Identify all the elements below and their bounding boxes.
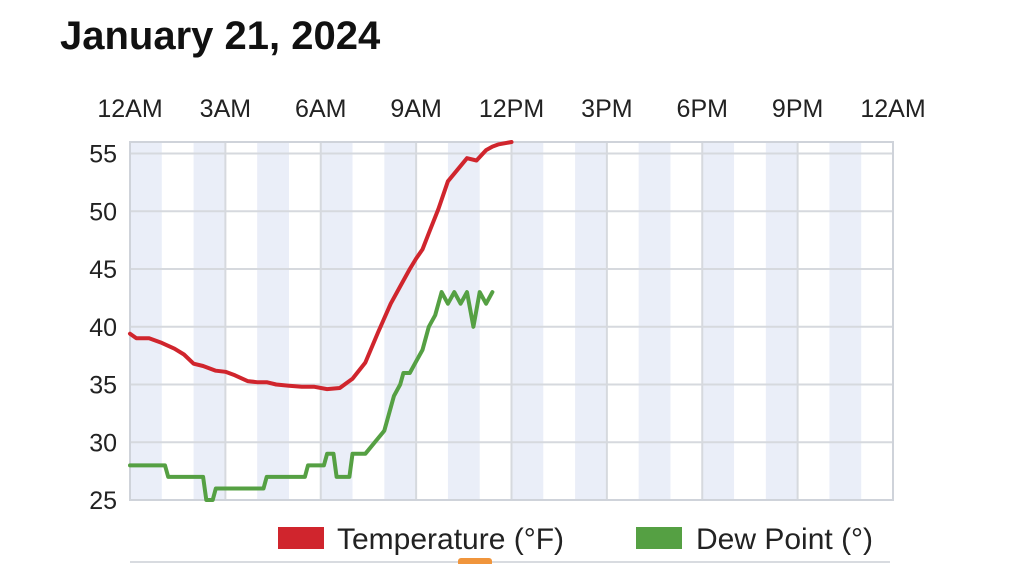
y-tick-label: 45 xyxy=(89,256,117,284)
x-tick-label: 3AM xyxy=(200,95,251,123)
alternating-bands xyxy=(130,142,862,500)
hour-band xyxy=(575,142,607,500)
x-tick-label: 12AM xyxy=(97,95,162,123)
hour-band xyxy=(130,142,162,500)
legend-label-dew-point: Dew Point (°) xyxy=(696,523,873,556)
y-tick-label: 25 xyxy=(89,487,117,515)
y-tick-label: 40 xyxy=(89,314,117,342)
hour-band xyxy=(384,142,417,500)
dew-point-line xyxy=(128,290,495,502)
y-tick-label: 30 xyxy=(89,429,117,457)
legend: Temperature (°F) Dew Point (°) xyxy=(278,523,873,556)
scroll-handle[interactable] xyxy=(458,558,492,564)
hour-band xyxy=(765,142,798,500)
hour-band xyxy=(829,142,862,500)
x-tick-label: 6AM xyxy=(295,95,346,123)
y-axis-ticks: 25 30 35 40 45 50 55 xyxy=(89,141,117,515)
hour-band xyxy=(257,142,289,500)
y-tick-label: 55 xyxy=(89,141,117,169)
hour-band xyxy=(511,142,544,500)
legend-swatch-dew-point xyxy=(636,527,682,549)
hour-band xyxy=(193,142,226,500)
x-tick-label: 12PM xyxy=(479,95,544,123)
temperature-line xyxy=(128,140,514,392)
x-tick-label: 6PM xyxy=(677,95,728,123)
hour-band xyxy=(638,142,671,500)
hour-band xyxy=(702,142,735,500)
y-tick-label: 35 xyxy=(89,372,117,400)
x-axis-ticks: 12AM 3AM 6AM 9AM 12PM 3PM 6PM 9PM 12AM xyxy=(97,95,925,123)
legend-swatch-temperature xyxy=(278,527,324,549)
x-tick-label: 9PM xyxy=(772,95,823,123)
chart-title: January 21, 2024 xyxy=(60,14,381,58)
hour-band xyxy=(320,142,353,500)
x-tick-label: 3PM xyxy=(581,95,632,123)
legend-label-temperature: Temperature (°F) xyxy=(337,523,564,556)
x-tick-label: 12AM xyxy=(860,95,925,123)
series-lines xyxy=(128,140,514,502)
y-tick-label: 50 xyxy=(89,198,117,226)
x-tick-label: 9AM xyxy=(390,95,441,123)
